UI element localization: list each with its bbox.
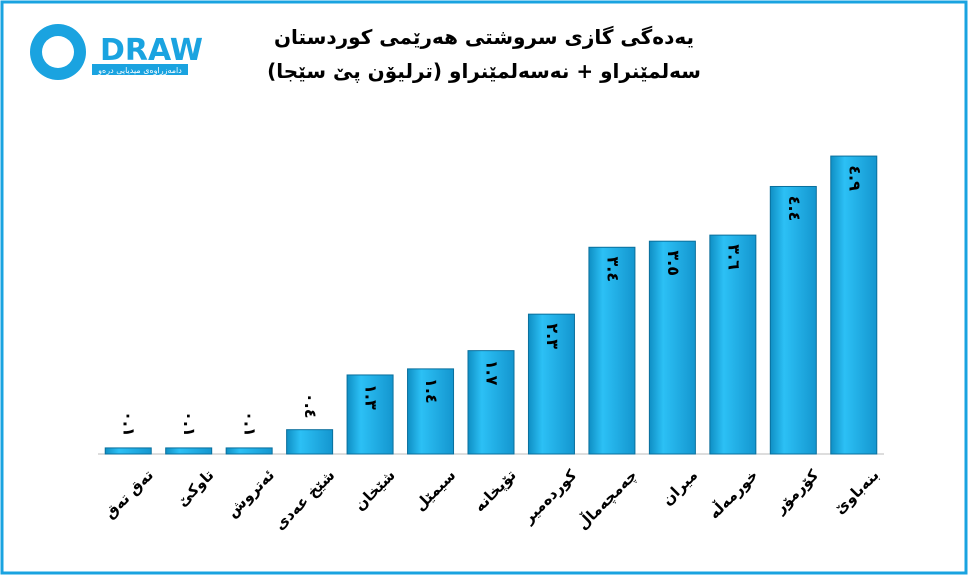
bar (648, 240, 696, 455)
value-label: ٠.١ (120, 411, 139, 437)
value-label: ٠.١ (180, 411, 199, 437)
value-label: ٣.٦ (724, 244, 743, 270)
value-label: ٠.٤ (301, 393, 320, 419)
logo-text: DRAW (100, 33, 203, 68)
bar (286, 429, 334, 455)
bar (830, 155, 878, 455)
bar (588, 246, 636, 455)
bar (225, 447, 273, 455)
bar (346, 374, 394, 455)
chart-subtitle: سەلمێنراو + نەسەلمێنراو (ترلیۆن پێ سێجا) (267, 59, 701, 84)
bar (407, 368, 455, 455)
value-label: ١.٤ (422, 378, 441, 404)
bar (769, 185, 817, 455)
bar (709, 234, 757, 455)
value-label: ١.٣ (362, 384, 381, 410)
value-label: ٣.٥ (664, 250, 683, 276)
value-label: ٢.٣ (543, 323, 562, 349)
value-label: ٤.٤ (785, 196, 804, 222)
bar (165, 447, 213, 455)
bar (527, 313, 575, 455)
logo-subtitle: دامەزراوەی میدیایی درەو (97, 66, 182, 75)
logo: DRAW دامەزراوەی میدیایی درەو (30, 24, 203, 80)
value-label: ٤.٩ (845, 165, 864, 191)
value-label: ١.٧ (483, 360, 502, 386)
bar (467, 350, 515, 455)
value-label: ٠.١ (241, 411, 260, 437)
bar (104, 447, 152, 455)
value-label: ٣.٤ (603, 256, 622, 282)
chart-title: یەدەگی گازی سروشتی هەرێمی کوردستان (274, 25, 694, 49)
